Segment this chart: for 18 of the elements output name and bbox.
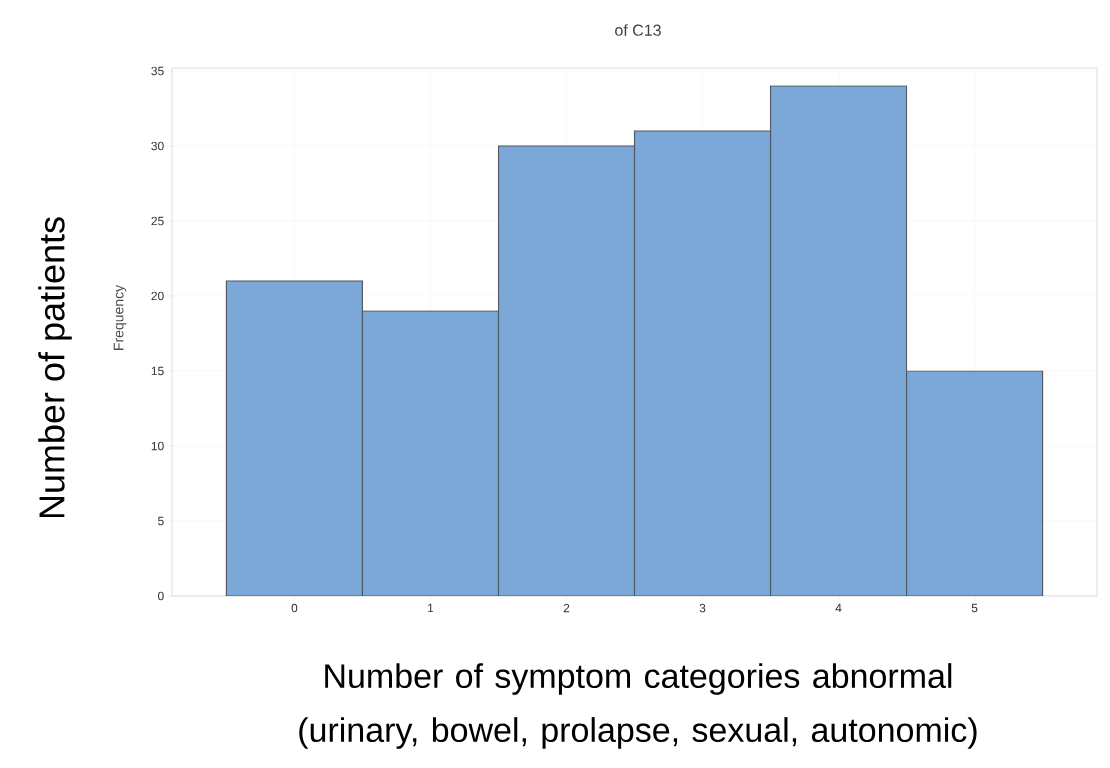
x-tick-label: 5 <box>971 603 978 613</box>
y-axis-title: Number of patients <box>38 217 72 518</box>
x-axis-title: Number of symptom categories abnormal (urinary, bowel, prolapse, sexual, autonomic) <box>299 663 977 749</box>
x-tick-label: 1 <box>428 603 434 613</box>
y-tick-label: 0 <box>158 591 164 601</box>
y-tick-label: 30 <box>151 141 164 151</box>
y-tick-label: 15 <box>151 366 164 376</box>
x-tick-label: 2 <box>563 603 570 613</box>
y-tick-label: 35 <box>151 66 164 76</box>
y-tick-label: 5 <box>158 516 164 526</box>
y-tick-label: 20 <box>151 291 164 301</box>
y-tick-label: 10 <box>151 441 164 451</box>
y-tick-label: 25 <box>151 216 164 226</box>
x-tick-label: 4 <box>835 603 842 613</box>
x-tick-label: 3 <box>699 603 706 613</box>
chart-title: of C13 <box>615 24 661 36</box>
x-tick-label: 0 <box>291 603 298 613</box>
text: Frequency <box>113 284 127 350</box>
